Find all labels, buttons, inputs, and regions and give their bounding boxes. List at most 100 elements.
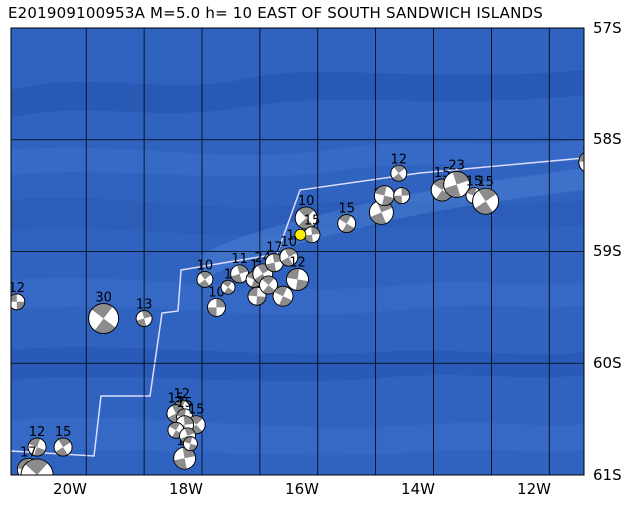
beachball-quadrant bbox=[256, 296, 266, 306]
lon-label-12w: 12W bbox=[517, 480, 551, 498]
depth-label: 15 bbox=[176, 396, 193, 411]
map-frame bbox=[10, 27, 585, 476]
beachball-quadrant bbox=[370, 212, 387, 225]
beachball-quadrant bbox=[261, 276, 275, 286]
beachball-outline bbox=[207, 297, 226, 317]
focal-mechanism bbox=[183, 436, 198, 452]
beachball-quadrant bbox=[190, 415, 203, 425]
beachball-quadrant bbox=[401, 187, 410, 196]
focal-mechanism: 12 bbox=[286, 255, 309, 291]
depth-label: 15 bbox=[55, 425, 72, 440]
beachball-quadrant bbox=[265, 262, 277, 272]
depth-label: 15 bbox=[188, 403, 205, 418]
beachball-outline bbox=[27, 437, 47, 457]
depth-label: 1 bbox=[224, 267, 232, 282]
lat-label-60s: 60S bbox=[593, 354, 622, 372]
lat-label-59s: 59S bbox=[593, 242, 622, 260]
beachball-outline bbox=[220, 279, 236, 295]
graticule bbox=[11, 28, 584, 475]
focal-mechanism: 15 bbox=[53, 425, 73, 457]
depth-label: 12 bbox=[9, 281, 26, 296]
bathymetry-band bbox=[11, 277, 584, 315]
focal-mechanism: 23 bbox=[443, 158, 471, 198]
beachball-outline bbox=[53, 437, 73, 457]
beachball-quadrant bbox=[338, 214, 352, 224]
focal-mechanism: 15 bbox=[303, 214, 321, 244]
depth-label: 12 bbox=[29, 425, 46, 440]
beachball-quadrant bbox=[589, 162, 601, 173]
depth-label: 15 bbox=[338, 202, 355, 217]
beachball-outline bbox=[390, 164, 408, 182]
beachball-quadrant bbox=[578, 152, 584, 162]
beachball-quadrant bbox=[286, 268, 300, 280]
bathymetry-band bbox=[11, 70, 584, 118]
beachball-quadrant bbox=[198, 279, 210, 288]
epicenter-marker bbox=[294, 228, 307, 241]
beachball-outline bbox=[247, 286, 267, 306]
beachball-quadrant bbox=[207, 307, 217, 317]
beachball-quadrant bbox=[55, 447, 68, 457]
depth-label: 12 bbox=[289, 255, 306, 270]
beachball-outline bbox=[393, 187, 411, 205]
beachball-quadrant bbox=[474, 201, 493, 215]
beachball-outline bbox=[183, 436, 198, 452]
focal-mechanism: 10 bbox=[279, 235, 299, 267]
beachball-quadrant bbox=[94, 318, 116, 334]
focal-mechanism bbox=[373, 185, 395, 207]
beachball-quadrant bbox=[182, 447, 196, 459]
depth-label: 17 bbox=[20, 445, 37, 460]
focal-mechanism bbox=[247, 286, 267, 306]
beachball-outline bbox=[337, 214, 357, 233]
beachball-quadrant bbox=[174, 399, 186, 408]
beachball-outline bbox=[279, 247, 299, 267]
beachball-outline bbox=[443, 171, 471, 198]
beachball-quadrant bbox=[222, 280, 233, 288]
beachball-outline bbox=[196, 271, 214, 288]
beachball-quadrant bbox=[199, 271, 212, 280]
focal-mechanism: 12 bbox=[390, 152, 408, 182]
depth-label: 10 bbox=[197, 258, 214, 273]
beachball-quadrant bbox=[176, 408, 187, 417]
depth-label: 11 bbox=[231, 252, 248, 267]
beachball-quadrant bbox=[26, 475, 49, 491]
beachball-outline bbox=[472, 187, 500, 215]
beachball-quadrant bbox=[16, 301, 25, 310]
focal-mechanism: 15 bbox=[337, 202, 357, 233]
beachball-quadrant bbox=[25, 459, 48, 475]
bathymetry-band bbox=[11, 140, 584, 177]
focal-mechanism: 12 bbox=[9, 281, 26, 311]
lon-label-18w: 18W bbox=[169, 480, 203, 498]
lon-label-16w: 16W bbox=[285, 480, 319, 498]
beachball-quadrant bbox=[374, 185, 387, 196]
beachball-outline bbox=[135, 310, 153, 327]
epicenter-label: 1 bbox=[286, 229, 294, 244]
beachball-quadrant bbox=[248, 287, 258, 297]
depth-label: 15 bbox=[466, 175, 483, 190]
focal-mechanism: 17 bbox=[264, 241, 284, 273]
beachball-outline bbox=[11, 293, 26, 311]
beachball-outline bbox=[578, 152, 584, 172]
focal-mechanism bbox=[20, 458, 54, 491]
focal-mechanism bbox=[272, 285, 294, 307]
beachball-quadrant bbox=[91, 303, 113, 319]
beachball-quadrant bbox=[392, 173, 404, 182]
beachball-quadrant bbox=[295, 279, 309, 291]
focal-mechanism: 10 bbox=[196, 258, 214, 288]
depth-label: 15 bbox=[477, 175, 494, 190]
beachball-quadrant bbox=[435, 190, 452, 202]
focal-mechanism: 10 bbox=[294, 194, 318, 230]
beachball-quadrant bbox=[273, 286, 288, 297]
depth-label: 10 bbox=[281, 235, 298, 250]
focal-mechanisms: 1230131215171012151515101011112417101210… bbox=[9, 138, 601, 491]
depth-label: 13 bbox=[136, 298, 153, 313]
beachball-quadrant bbox=[278, 296, 293, 307]
beachball-quadrant bbox=[304, 234, 313, 243]
depth-label: 12 bbox=[582, 138, 599, 153]
beachball-outline bbox=[88, 303, 120, 334]
lon-label-20w: 20W bbox=[53, 480, 87, 498]
depth-label: 10 bbox=[208, 285, 225, 300]
beachball-quadrant bbox=[262, 285, 276, 295]
lat-label-61s: 61S bbox=[593, 466, 622, 484]
depth-label: 17 bbox=[266, 241, 283, 256]
